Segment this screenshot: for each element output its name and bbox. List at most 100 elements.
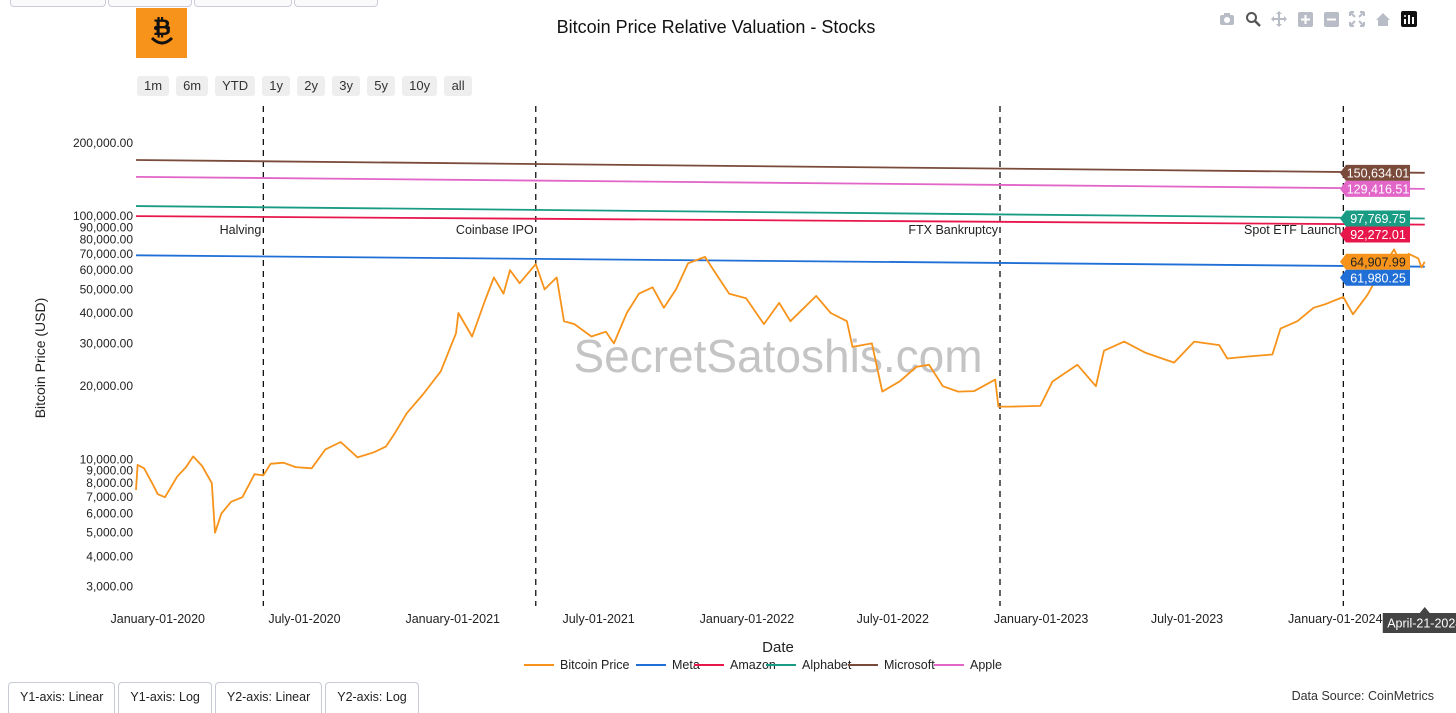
series-lines — [135, 159, 1426, 534]
end-label-microsoft: 150,634.01 — [1340, 164, 1410, 181]
range-button-2y[interactable]: 2y — [297, 76, 326, 96]
x-tick-label: July-01-2024 — [1446, 612, 1456, 626]
event-label: Halving — [220, 223, 262, 237]
watermark: SecretSatoshis.com — [573, 330, 982, 382]
x-tick-label: January-01-2024 — [1288, 612, 1383, 626]
range-selector: 1m 6m YTD 1y 2y 3y 5y 10y all — [137, 76, 473, 96]
y-axis-ticks: 3,000.00 4,000.00 5,000.00 6,000.00 7,000.00… — [73, 136, 133, 594]
series-line-amazon — [135, 215, 1425, 226]
svg-text:92,272.01: 92,272.01 — [1350, 228, 1406, 242]
camera-icon[interactable] — [1218, 10, 1236, 28]
event-markers: Halving Coinbase IPO FTX Bankruptcy Spot ET… — [220, 106, 1344, 606]
home-icon[interactable] — [1374, 10, 1392, 28]
x-tick-label: July-01-2023 — [1151, 612, 1223, 626]
y-tick-label: 90,000.00 — [80, 220, 134, 234]
svg-text:Apple: Apple — [970, 658, 1002, 672]
range-button-6m[interactable]: 6m — [176, 76, 209, 96]
y-tick-label: 30,000.00 — [80, 336, 134, 350]
x-tick-label: January-01-2020 — [111, 612, 206, 626]
plotly-logo-icon[interactable] — [1400, 10, 1418, 28]
end-labels: 150,634.01 129,416.51 97,769.75 92,272.01 64… — [1340, 164, 1410, 286]
axis-tab[interactable]: Y2-axis: Linear — [214, 682, 323, 713]
range-button-1y[interactable]: 1y — [262, 76, 291, 96]
svg-text:150,634.01: 150,634.01 — [1347, 166, 1410, 180]
series-line-meta — [135, 254, 1425, 268]
hover-date-tag: April-21-2024 — [1382, 607, 1456, 633]
pan-icon[interactable] — [1270, 10, 1288, 28]
top-tab[interactable] — [10, 0, 106, 7]
event-label: FTX Bankruptcy — [908, 223, 998, 237]
end-label-alphabet: 97,769.75 — [1340, 210, 1410, 227]
y-tick-label: 4,000.00 — [86, 549, 133, 563]
axis-scale-tabs: Y1-axis: Linear Y1-axis: Log Y2-axis: Line… — [8, 682, 422, 713]
y-tick-label: 80,000.00 — [80, 233, 134, 247]
axis-tab[interactable]: Y1-axis: Log — [118, 682, 212, 713]
y-tick-label: 9,000.00 — [86, 464, 133, 478]
x-axis-ticks: January-01-2020 July-01-2020 January-01-20… — [111, 612, 1456, 626]
y-tick-label: 6,000.00 — [86, 506, 133, 520]
legend-item-alphabet[interactable]: Alphabet — [766, 658, 852, 672]
svg-text:Meta: Meta — [672, 658, 700, 672]
event-label: Spot ETF Launch — [1244, 223, 1341, 237]
legend-item-amazon[interactable]: Amazon — [694, 658, 776, 672]
y-tick-label: 200,000.00 — [73, 136, 133, 150]
svg-text:Bitcoin Price: Bitcoin Price — [560, 658, 630, 672]
x-tick-label: July-01-2022 — [857, 612, 929, 626]
range-button-3y[interactable]: 3y — [332, 76, 361, 96]
y-tick-label: 5,000.00 — [86, 526, 133, 540]
end-label-meta: 61,980.25 — [1340, 269, 1410, 286]
legend: Bitcoin Price Meta Amazon Alphabet Microsoft… — [524, 658, 1002, 672]
y-tick-label: 40,000.00 — [80, 306, 134, 320]
axis-tab[interactable]: Y1-axis: Linear — [8, 682, 116, 713]
legend-item-bitcoin[interactable]: Bitcoin Price — [524, 658, 630, 672]
data-source: Data Source: CoinMetrics — [1291, 689, 1434, 703]
event-label: Coinbase IPO — [456, 223, 534, 237]
autoscale-icon[interactable] — [1348, 10, 1366, 28]
y-tick-label: 7,000.00 — [86, 490, 133, 504]
x-axis-label: Date — [762, 639, 794, 656]
zoom-out-icon[interactable] — [1322, 10, 1340, 28]
x-tick-label: July-01-2021 — [562, 612, 634, 626]
end-label-amazon: 92,272.01 — [1340, 226, 1410, 243]
series-line-microsoft — [135, 159, 1425, 174]
y-tick-label: 70,000.00 — [80, 247, 134, 261]
top-tab[interactable] — [294, 0, 378, 7]
plot-toolbar — [1218, 10, 1418, 28]
y-tick-label: 50,000.00 — [80, 282, 134, 296]
svg-text:₿: ₿ — [153, 16, 171, 40]
range-button-5y[interactable]: 5y — [367, 76, 396, 96]
range-button-all[interactable]: all — [444, 76, 473, 96]
zoom-in-icon[interactable] — [1296, 10, 1314, 28]
y-tick-label: 8,000.00 — [86, 476, 133, 490]
svg-text:Amazon: Amazon — [730, 658, 776, 672]
svg-text:Microsoft: Microsoft — [884, 658, 935, 672]
zoom-icon[interactable] — [1244, 10, 1262, 28]
range-button-ytd[interactable]: YTD — [215, 76, 256, 96]
svg-text:97,769.75: 97,769.75 — [1350, 212, 1406, 226]
y-tick-label: 20,000.00 — [80, 379, 134, 393]
hover-date-label: April-21-2024 — [1387, 617, 1456, 631]
y-tick-label: 3,000.00 — [86, 580, 133, 594]
range-button-10y[interactable]: 10y — [402, 76, 438, 96]
end-label-bitcoin: 64,907.99 — [1340, 253, 1410, 270]
x-tick-label: January-01-2022 — [700, 612, 795, 626]
series-line-bitcoin — [135, 248, 1426, 534]
series-line-alphabet — [135, 205, 1425, 220]
x-tick-label: January-01-2023 — [994, 612, 1089, 626]
legend-item-meta[interactable]: Meta — [636, 658, 700, 672]
end-label-apple: 129,416.51 — [1340, 180, 1410, 197]
top-tab[interactable] — [194, 0, 292, 7]
top-tab-strip — [0, 0, 380, 8]
bitcoin-smile-logo-icon: ₿ — [136, 8, 187, 58]
legend-item-apple[interactable]: Apple — [934, 658, 1002, 672]
y-tick-label: 60,000.00 — [80, 263, 134, 277]
x-tick-label: January-01-2021 — [405, 612, 500, 626]
range-button-1m[interactable]: 1m — [137, 76, 170, 96]
x-tick-label: July-01-2020 — [268, 612, 340, 626]
axis-tab[interactable]: Y2-axis: Log — [325, 682, 419, 713]
svg-text:Alphabet: Alphabet — [802, 658, 852, 672]
top-tab[interactable] — [108, 0, 192, 7]
y-axis-label: Bitcoin Price (USD) — [32, 298, 48, 419]
legend-item-microsoft[interactable]: Microsoft — [848, 658, 935, 672]
